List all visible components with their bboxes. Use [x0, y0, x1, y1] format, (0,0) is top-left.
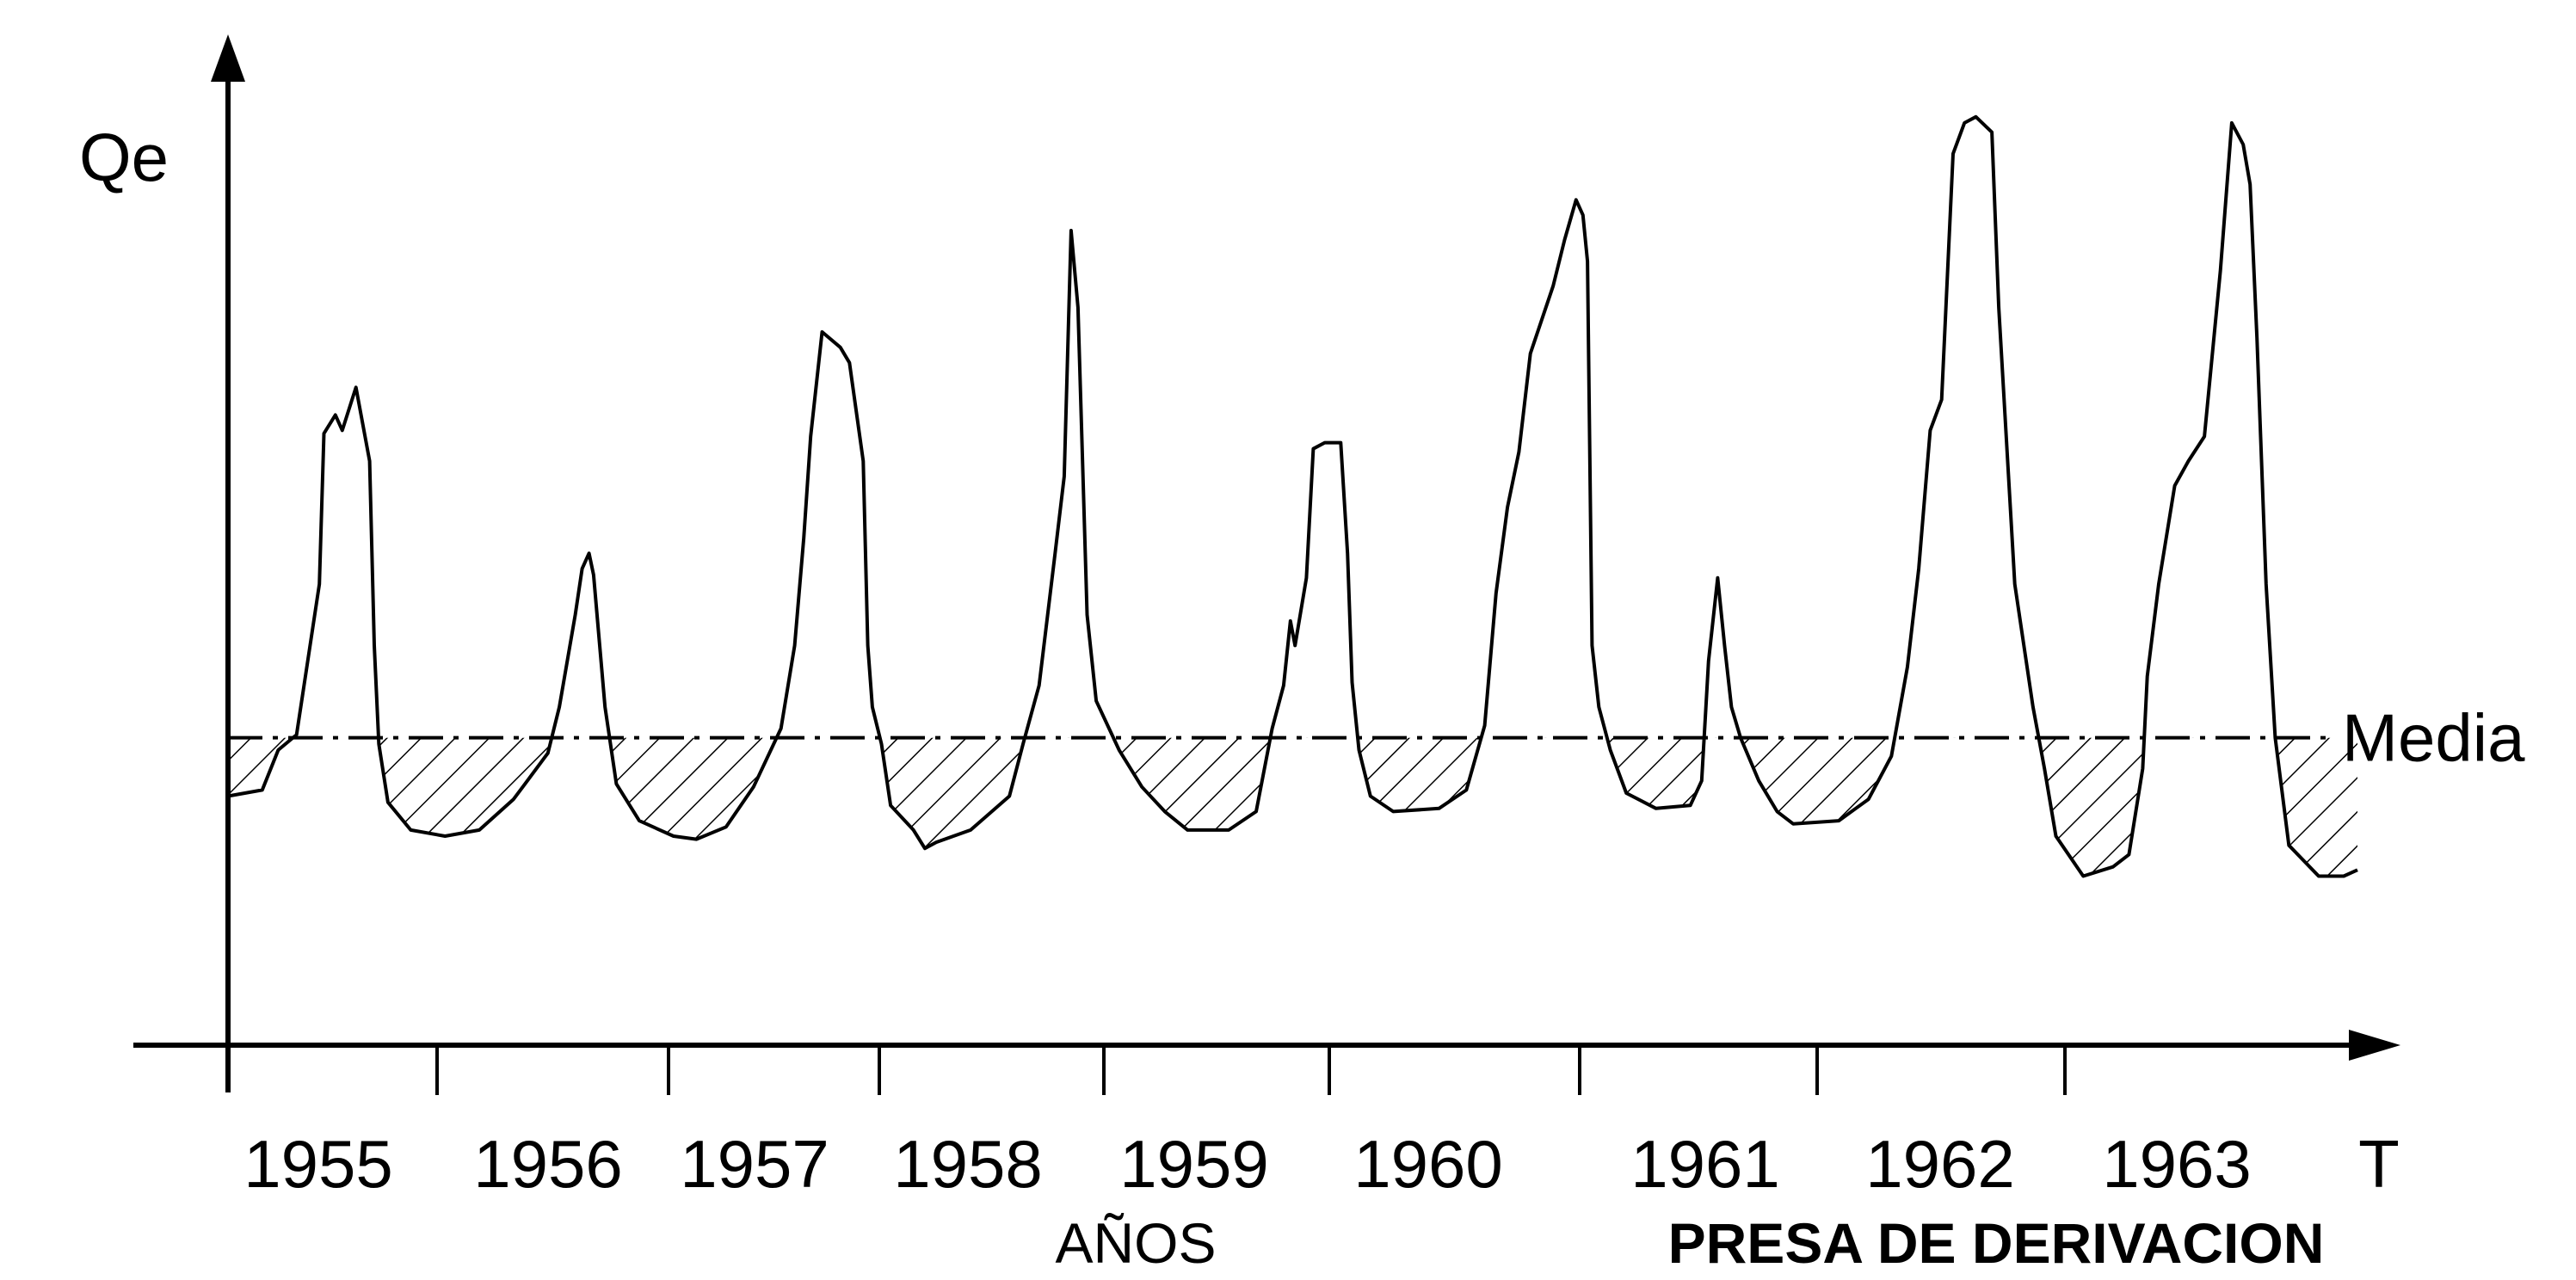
x-tick-label: 1956	[473, 1126, 623, 1202]
chart-caption: PRESA DE DERIVACION	[1668, 1211, 2325, 1275]
x-axis-label: AÑOS	[1055, 1211, 1216, 1275]
deficit-hatch	[228, 737, 2357, 877]
x-axis-end-label: T	[2358, 1126, 2400, 1202]
x-axis-tick-labels: 1955 1956 1957 1958 1959 1960 1961 1962 1963	[243, 1126, 2252, 1202]
media-label: Media	[2342, 700, 2525, 776]
x-axis-arrowhead	[2349, 1030, 2400, 1061]
x-tick-label: 1962	[1865, 1126, 2015, 1202]
x-tick-label: 1957	[680, 1126, 829, 1202]
discharge-series-line	[227, 114, 2358, 878]
y-axis-arrowhead	[211, 34, 245, 82]
x-tick-label: 1958	[893, 1126, 1043, 1202]
x-tick-label: 1963	[2102, 1126, 2252, 1202]
x-tick-label: 1960	[1353, 1126, 1503, 1202]
x-tick-label: 1961	[1630, 1126, 1780, 1202]
x-axis-ticks	[435, 1045, 2067, 1095]
y-axis-label: Qe	[79, 120, 169, 195]
x-tick-label: 1959	[1119, 1126, 1269, 1202]
deficit-hatch-area	[228, 737, 2357, 877]
x-tick-label: 1955	[243, 1126, 393, 1202]
